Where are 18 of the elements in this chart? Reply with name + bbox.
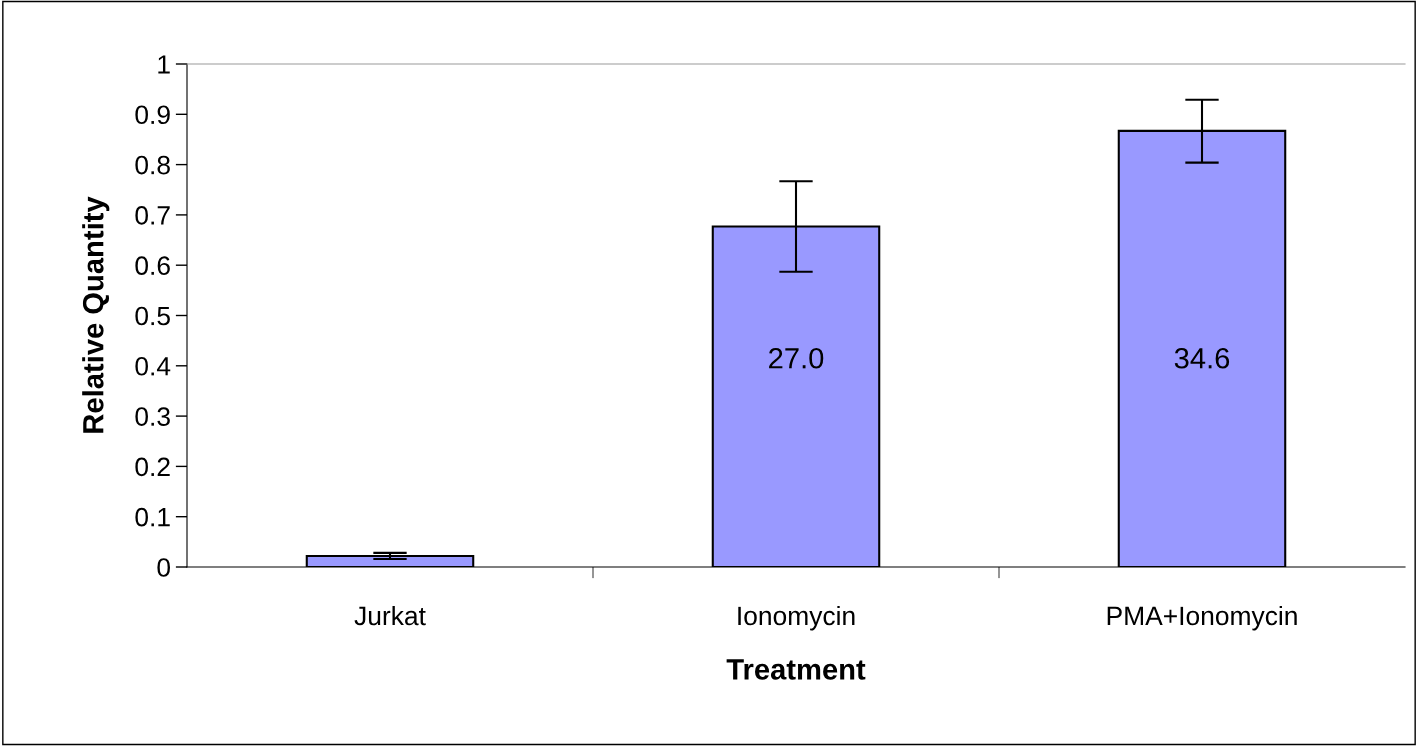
y-tick-label: 0.1 <box>135 507 170 527</box>
y-tick-label: 0.3 <box>135 407 170 426</box>
y-tick-label: 0.2 <box>135 457 170 477</box>
y-tick-label: 0.6 <box>135 256 170 276</box>
y-tick-label: 0 <box>157 558 170 577</box>
y-tick-label: 0.5 <box>135 306 170 326</box>
y-axis-title: Relative Quantity <box>82 196 110 433</box>
x-axis-title: Treatment <box>726 659 866 680</box>
y-tick-label: 0.9 <box>135 105 170 125</box>
y-tick-label: 0.7 <box>135 206 170 225</box>
y-tick-label: 1 <box>158 55 170 74</box>
annotation: 34.6 <box>1174 347 1230 369</box>
x-tick-label: Jurkat <box>354 605 426 626</box>
x-tick-label: PMA+Ionomycin <box>1107 605 1297 631</box>
y-tick-label: 0.8 <box>135 155 170 175</box>
annotation: 27.0 <box>769 347 824 369</box>
x-tick-label: Ionomycin <box>738 605 855 631</box>
y-tick-label: 0.4 <box>135 356 171 376</box>
